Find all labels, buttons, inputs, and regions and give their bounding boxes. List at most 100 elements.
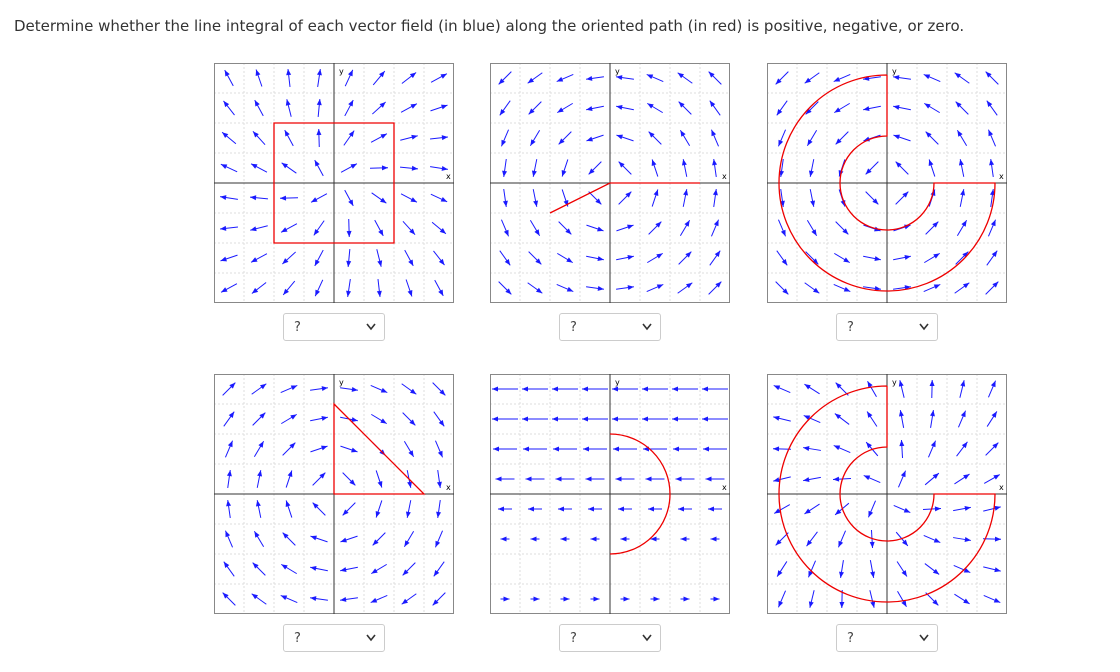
red-path: [778, 385, 996, 603]
vector-arrowhead: [933, 253, 940, 259]
vector-arrowhead: [433, 569, 440, 577]
vector-arrowhead: [895, 161, 902, 168]
vector-arrowhead: [613, 446, 619, 452]
vector-arrowhead: [582, 386, 588, 392]
vector-arrowhead: [994, 567, 1001, 573]
vector-arrowhead: [656, 253, 663, 259]
vector-arrowhead: [257, 470, 263, 477]
chevron-path: [919, 634, 929, 642]
vector-arrowhead: [833, 476, 840, 482]
vector-arrowhead: [254, 531, 260, 538]
chevron-path: [366, 323, 376, 331]
answer-select[interactable]: ?: [283, 313, 385, 341]
vector-arrowhead: [251, 287, 259, 294]
vector-arrowhead: [615, 476, 622, 482]
vector-arrowhead: [282, 258, 289, 265]
vector-arrowhead: [530, 139, 536, 146]
vector-arrowhead: [901, 570, 907, 577]
vector-arrowhead: [893, 75, 900, 81]
vector-arrowhead: [647, 103, 654, 109]
vector-arrowhead: [251, 163, 258, 169]
vector-arrowhead: [552, 386, 558, 392]
vector-arrowhead: [838, 540, 844, 548]
vector-arrowhead: [503, 596, 510, 602]
vector-arrowhead: [805, 108, 812, 115]
vector-arrowhead: [500, 536, 507, 542]
vector-arrowhead: [843, 286, 851, 292]
vector-arrowhead: [436, 481, 442, 488]
vector-arrowhead: [407, 290, 413, 297]
vector-arrowhead: [585, 476, 592, 482]
vector-arrowhead: [673, 446, 679, 452]
vector-arrowhead: [812, 258, 819, 265]
vector-arrowhead: [990, 219, 996, 227]
vector-arrowhead: [501, 139, 507, 147]
vector-arrowhead: [651, 159, 657, 166]
vector-arrowhead: [684, 220, 690, 227]
vector-arrowhead: [280, 595, 288, 601]
vector-arrowhead: [223, 561, 230, 569]
vector-arrowhead: [775, 78, 782, 85]
answer-select[interactable]: ?: [836, 313, 938, 341]
answer-placeholder: ?: [847, 320, 854, 335]
vector-arrowhead: [409, 72, 417, 79]
vector-arrowhead: [778, 139, 784, 147]
red-path: [549, 182, 700, 214]
chevron: [919, 323, 929, 331]
vector-arrowhead: [901, 600, 907, 607]
vector-arrowhead: [867, 381, 873, 388]
vector-arrowhead: [773, 385, 781, 391]
vector-arrowhead: [380, 418, 387, 424]
vector-arrowhead: [347, 69, 353, 77]
vector-arrowhead: [438, 419, 445, 427]
vector-arrowhead: [807, 139, 813, 146]
vector-arrowhead: [372, 539, 379, 546]
answer-select[interactable]: ?: [283, 624, 385, 652]
plot: xy: [767, 374, 1007, 614]
x-label: x: [446, 172, 451, 181]
vector-arrowhead: [773, 477, 780, 483]
vector-arrowhead: [377, 260, 383, 267]
vector-arrowhead: [625, 191, 632, 198]
vector-arrowhead: [492, 386, 498, 392]
vector-arrowhead: [252, 562, 259, 569]
vector-arrowhead: [586, 75, 593, 81]
vector-arrowhead: [436, 511, 442, 518]
vector-arrowhead: [528, 506, 534, 512]
answer-select[interactable]: ?: [836, 624, 938, 652]
vector-arrowhead: [642, 386, 648, 392]
vector-arrowhead: [495, 476, 502, 482]
vector-arrowhead: [226, 470, 232, 477]
vector-arrowhead: [710, 536, 717, 542]
vector-arrowhead: [340, 537, 347, 543]
vector-arrowhead: [923, 74, 931, 80]
vector-arrowhead: [960, 380, 966, 387]
vector-arrowhead: [835, 509, 842, 515]
vector-arrowhead: [964, 537, 971, 542]
vector-arrowhead: [713, 219, 719, 227]
vector-arrowhead: [811, 229, 817, 236]
x-label: x: [999, 172, 1004, 181]
vector-arrowhead: [340, 567, 347, 573]
vector-arrowhead: [989, 159, 995, 166]
vector-arrowhead: [780, 229, 786, 237]
y-label: y: [615, 378, 620, 387]
vector-arrowhead: [779, 170, 785, 177]
vector-arrowhead: [220, 195, 227, 201]
vector-arrowhead: [865, 168, 872, 175]
vector-arrowhead: [379, 71, 385, 78]
vector-arrowhead: [616, 75, 623, 81]
vector-arrowhead: [410, 197, 417, 203]
vector-arrowhead: [990, 380, 996, 388]
vector-arrowhead: [677, 72, 685, 79]
vector-arrowhead: [441, 104, 448, 110]
vector-arrowhead: [839, 601, 845, 608]
vector-arrowhead: [992, 281, 999, 288]
vector-arrowhead: [555, 476, 562, 482]
answer-select[interactable]: ?: [559, 313, 661, 341]
vector-arrowhead: [961, 441, 968, 449]
vector-arrowhead: [893, 134, 900, 140]
answer-select[interactable]: ?: [559, 624, 661, 652]
vector-arrowhead: [993, 474, 1000, 480]
vector-arrowhead: [593, 596, 600, 602]
